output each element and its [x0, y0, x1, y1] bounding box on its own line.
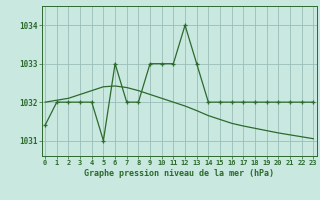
X-axis label: Graphe pression niveau de la mer (hPa): Graphe pression niveau de la mer (hPa) — [84, 169, 274, 178]
